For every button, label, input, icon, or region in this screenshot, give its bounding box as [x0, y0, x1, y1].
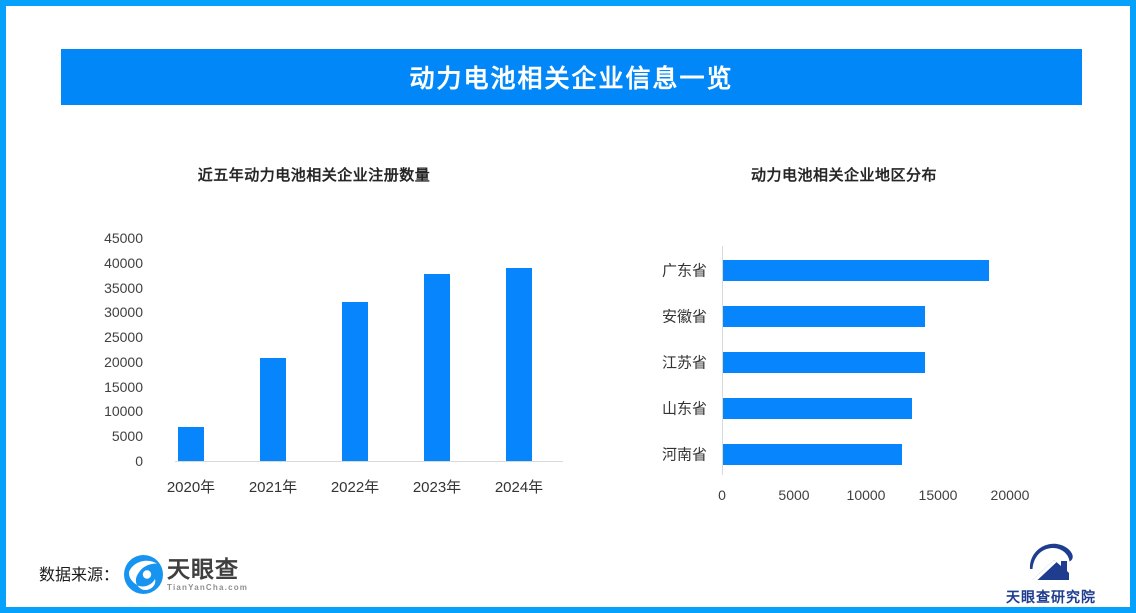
data-source-label: 数据来源：: [39, 567, 120, 584]
left-chart-category-label: 2021年: [248, 479, 298, 496]
right-chart-category-label: 江苏省: [661, 354, 707, 372]
left-chart-ytick: 35000: [104, 279, 143, 296]
page-title: 动力电池相关企业信息一览: [409, 65, 734, 93]
tianyancha-eye-icon: [124, 555, 163, 594]
right-chart-bar: [723, 397, 912, 419]
right-chart-bar: [723, 305, 925, 327]
right-chart-category-label: 广东省: [661, 262, 707, 280]
right-chart-category-label: 山东省: [661, 400, 707, 418]
right-chart-xtick: 20000: [990, 487, 1030, 503]
right-chart-xtick: 10000: [846, 487, 886, 503]
left-chart-category-label: 2023年: [412, 479, 462, 496]
right-chart-bar: [723, 259, 989, 281]
right-chart-bar: [723, 443, 902, 465]
right-chart-category-label: 河南省: [661, 446, 707, 464]
left-chart-x-axis-line: [175, 461, 563, 462]
right-chart-y-axis-line: [722, 246, 723, 475]
tianyancha-wordmark: 天眼查 TianYanCha.com: [167, 555, 249, 592]
banner: 动力电池相关企业信息一览: [61, 49, 1082, 105]
tianyancha-name: 天眼查: [167, 555, 239, 582]
left-chart-ytick: 25000: [104, 329, 143, 346]
left-chart-ytick: 40000: [104, 254, 143, 271]
left-chart-ytick: 45000: [104, 230, 143, 246]
left-chart-bar: [506, 268, 532, 461]
tianyancha-logo: 天眼查 TianYanCha.com: [124, 555, 248, 594]
left-chart-category-label: 2024年: [494, 479, 544, 496]
left-chart-bar: [178, 427, 204, 461]
left-chart-bar: [260, 358, 286, 461]
right-chart-xtick: 15000: [918, 487, 958, 503]
left-chart-ytick: 30000: [104, 304, 143, 321]
right-chart-category-label: 安徽省: [661, 308, 707, 326]
right-chart-title: 动力电池相关企业地区分布: [750, 167, 937, 184]
institute-name: 天眼查研究院: [1006, 589, 1096, 605]
left-chart-ytick: 20000: [104, 353, 143, 370]
left-chart-ytick: 15000: [104, 378, 143, 395]
left-chart-bar: [342, 302, 368, 461]
right-chart-bar: [723, 351, 925, 373]
left-chart-title: 近五年动力电池相关企业注册数量: [197, 167, 431, 184]
institute-mountain-icon: [1027, 539, 1075, 584]
left-chart-ytick: 5000: [111, 428, 143, 445]
right-chart-xtick: 5000: [778, 487, 810, 503]
right-chart-xtick: 0: [718, 487, 726, 503]
left-chart-bar: [424, 274, 450, 461]
left-chart-category-label: 2020年: [166, 479, 216, 496]
left-chart-ytick: 10000: [104, 403, 143, 420]
tianyancha-url: TianYanCha.com: [167, 582, 249, 592]
left-chart-ytick: 0: [135, 453, 143, 469]
left-chart-category-label: 2022年: [330, 479, 380, 496]
institute-logo: 天眼查研究院: [1001, 539, 1101, 607]
